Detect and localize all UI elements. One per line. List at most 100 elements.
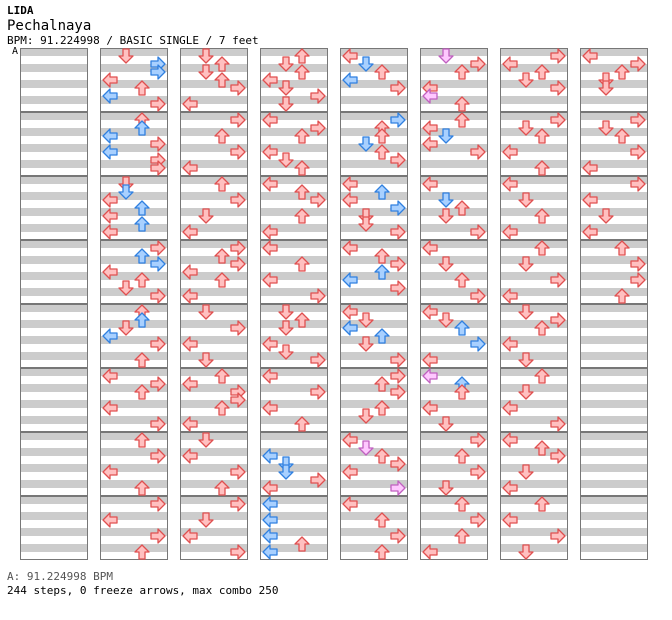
measure-border bbox=[500, 368, 568, 432]
beat-band bbox=[20, 64, 88, 72]
down-arrow bbox=[278, 304, 294, 320]
beat-band bbox=[580, 272, 648, 280]
beat-band bbox=[580, 512, 648, 520]
right-arrow bbox=[470, 512, 486, 528]
beat-band bbox=[420, 448, 488, 456]
left-arrow bbox=[102, 368, 118, 384]
up-arrow bbox=[614, 128, 630, 144]
down-arrow bbox=[598, 80, 614, 96]
beat-band bbox=[420, 144, 488, 152]
left-arrow bbox=[502, 176, 518, 192]
up-arrow bbox=[294, 208, 310, 224]
beat-band bbox=[340, 160, 408, 168]
left-arrow bbox=[422, 120, 438, 136]
beat-band bbox=[180, 480, 248, 488]
beat-band bbox=[340, 288, 408, 296]
beat-band bbox=[100, 176, 168, 184]
beat-band bbox=[20, 416, 88, 424]
measure-border bbox=[180, 368, 248, 432]
right-arrow bbox=[230, 256, 246, 272]
up-arrow bbox=[134, 312, 150, 328]
left-arrow bbox=[422, 304, 438, 320]
beat-band bbox=[180, 112, 248, 120]
beat-band bbox=[580, 288, 648, 296]
down-arrow bbox=[518, 192, 534, 208]
beat-band bbox=[420, 240, 488, 248]
beat-band bbox=[420, 352, 488, 360]
beat-band bbox=[100, 336, 168, 344]
measure-border bbox=[100, 176, 168, 240]
measure-border bbox=[260, 48, 328, 112]
measure-border bbox=[580, 176, 648, 240]
left-arrow bbox=[262, 480, 278, 496]
down-arrow bbox=[278, 464, 294, 480]
left-arrow bbox=[422, 352, 438, 368]
down-arrow bbox=[118, 280, 134, 296]
right-arrow bbox=[630, 112, 646, 128]
beat-band bbox=[340, 272, 408, 280]
measure-border bbox=[580, 496, 648, 560]
right-arrow bbox=[470, 432, 486, 448]
beat-band bbox=[20, 448, 88, 456]
beat-band bbox=[500, 512, 568, 520]
beat-band bbox=[100, 464, 168, 472]
down-arrow bbox=[518, 352, 534, 368]
down-arrow bbox=[438, 256, 454, 272]
right-arrow bbox=[630, 176, 646, 192]
down-arrow bbox=[598, 208, 614, 224]
down-arrow bbox=[358, 136, 374, 152]
down-arrow bbox=[518, 384, 534, 400]
beat-band bbox=[500, 464, 568, 472]
right-arrow bbox=[150, 240, 166, 256]
left-arrow bbox=[582, 192, 598, 208]
beat-band bbox=[500, 384, 568, 392]
beat-band bbox=[500, 224, 568, 232]
down-arrow bbox=[118, 48, 134, 64]
beat-band bbox=[500, 80, 568, 88]
beat-band bbox=[500, 448, 568, 456]
beat-band bbox=[20, 384, 88, 392]
beat-band bbox=[180, 256, 248, 264]
right-arrow bbox=[230, 144, 246, 160]
step-stats: 244 steps, 0 freeze arrows, max combo 25… bbox=[7, 584, 279, 597]
down-arrow bbox=[438, 480, 454, 496]
up-arrow bbox=[134, 544, 150, 560]
measure-border bbox=[100, 432, 168, 496]
down-arrow bbox=[518, 72, 534, 88]
left-arrow bbox=[262, 528, 278, 544]
right-arrow bbox=[470, 224, 486, 240]
up-arrow bbox=[374, 128, 390, 144]
beat-band bbox=[20, 160, 88, 168]
beat-band bbox=[260, 208, 328, 216]
down-arrow bbox=[518, 120, 534, 136]
beat-band bbox=[420, 272, 488, 280]
measure-border bbox=[340, 112, 408, 176]
beat-band bbox=[260, 96, 328, 104]
left-arrow bbox=[262, 240, 278, 256]
beat-band bbox=[500, 304, 568, 312]
beat-band bbox=[420, 80, 488, 88]
up-arrow bbox=[454, 112, 470, 128]
left-arrow bbox=[502, 400, 518, 416]
left-arrow bbox=[262, 368, 278, 384]
up-arrow bbox=[534, 368, 550, 384]
right-arrow bbox=[390, 352, 406, 368]
up-arrow bbox=[614, 240, 630, 256]
left-arrow bbox=[342, 464, 358, 480]
beat-band bbox=[500, 160, 568, 168]
beat-band bbox=[340, 256, 408, 264]
beat-band bbox=[260, 464, 328, 472]
beat-band bbox=[340, 448, 408, 456]
beat-band bbox=[500, 64, 568, 72]
beat-band bbox=[580, 384, 648, 392]
measure-border bbox=[20, 176, 88, 240]
down-arrow bbox=[438, 48, 454, 64]
beat-band bbox=[20, 224, 88, 232]
down-arrow bbox=[118, 184, 134, 200]
bpm-marker: A bbox=[12, 46, 19, 57]
beat-band bbox=[180, 96, 248, 104]
beat-band bbox=[580, 160, 648, 168]
left-arrow bbox=[342, 320, 358, 336]
beat-band bbox=[580, 112, 648, 120]
right-arrow bbox=[470, 336, 486, 352]
